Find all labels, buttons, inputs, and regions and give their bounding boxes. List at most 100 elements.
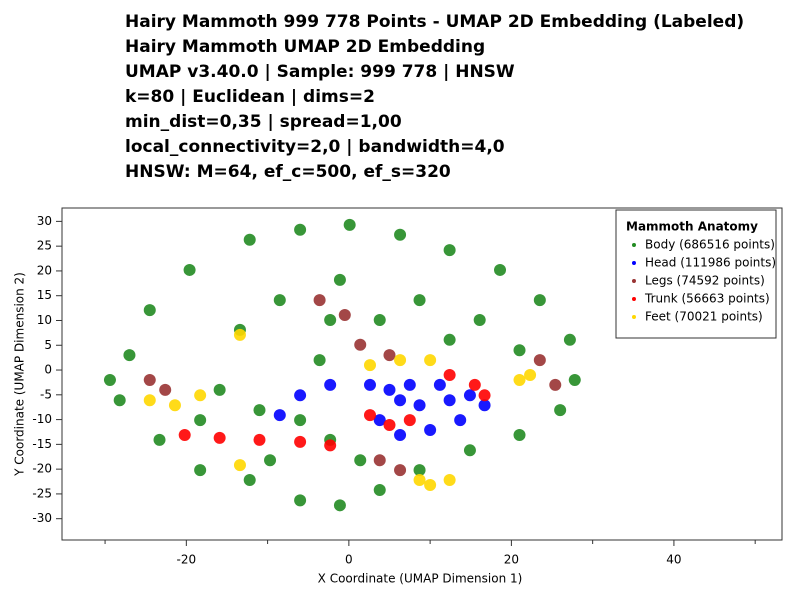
legend-marker [632, 261, 636, 265]
point [403, 414, 416, 427]
point [403, 378, 416, 391]
point [549, 378, 562, 391]
x-axis-label: X Coordinate (UMAP Dimension 1) [318, 572, 523, 586]
point [363, 378, 376, 391]
point [273, 409, 286, 422]
point [159, 383, 172, 396]
point [313, 294, 326, 307]
x-tick-label: 40 [666, 553, 681, 567]
y-tick-label: 15 [37, 288, 52, 302]
point [478, 399, 491, 412]
point [413, 474, 426, 487]
point [178, 428, 191, 441]
legend-label: Trunk (56663 points) [644, 292, 770, 306]
point [433, 378, 446, 391]
legend-label: Feet (70021 points) [645, 310, 763, 324]
point [264, 454, 277, 467]
point [294, 494, 307, 507]
point [113, 394, 126, 407]
y-tick-label: -20 [32, 462, 52, 476]
point [253, 404, 266, 417]
point [363, 409, 376, 422]
chart-subtitle: k=80 | Euclidean | dims=2 [125, 87, 375, 107]
point [383, 383, 396, 396]
point [454, 414, 467, 427]
point [443, 474, 456, 487]
point [413, 294, 426, 307]
point [413, 464, 426, 477]
point [194, 389, 207, 402]
point [413, 399, 426, 412]
y-tick-label: 0 [44, 363, 52, 377]
point [294, 414, 307, 427]
point [233, 328, 246, 341]
point [123, 349, 136, 362]
point [463, 389, 476, 402]
point [294, 389, 307, 402]
legend-marker [632, 315, 636, 319]
point [294, 223, 307, 236]
point [443, 333, 456, 346]
point [554, 404, 567, 417]
point [213, 383, 226, 396]
point [354, 338, 367, 351]
point [324, 439, 337, 452]
point [473, 313, 486, 326]
legend-label: Head (111986 points) [645, 256, 776, 270]
legend-marker [632, 279, 636, 283]
point [324, 378, 337, 391]
point [213, 431, 226, 444]
point [443, 244, 456, 257]
point [324, 313, 337, 326]
point [494, 263, 507, 276]
y-tick-label: -10 [32, 412, 52, 426]
point [394, 394, 407, 407]
point [363, 359, 376, 372]
point [373, 414, 386, 427]
point [183, 263, 196, 276]
point [383, 419, 396, 432]
point [533, 354, 546, 367]
y-tick-label: 5 [44, 338, 52, 352]
point [513, 373, 526, 386]
point [424, 354, 437, 367]
y-tick-label: -5 [40, 387, 52, 401]
point [373, 313, 386, 326]
legend-marker [632, 243, 636, 247]
point [383, 349, 396, 362]
point [243, 474, 256, 487]
x-tick-label: 0 [345, 553, 353, 567]
point [343, 218, 356, 231]
point [143, 304, 156, 317]
point [513, 344, 526, 357]
point [424, 423, 437, 436]
point [194, 464, 207, 477]
point [153, 433, 166, 446]
point [313, 354, 326, 367]
point [143, 394, 156, 407]
point [443, 394, 456, 407]
chart-subtitle: UMAP v3.40.0 | Sample: 999 778 | HNSW [125, 62, 515, 82]
point [194, 414, 207, 427]
y-tick-label: -15 [32, 437, 52, 451]
point [394, 228, 407, 241]
legend-marker [632, 297, 636, 301]
point [253, 433, 266, 446]
x-tick-label: 20 [504, 553, 519, 567]
point [524, 368, 537, 381]
chart-subtitle: HNSW: M=64, ef_c=500, ef_s=320 [125, 162, 451, 182]
y-tick-label: -30 [32, 511, 52, 525]
point [143, 373, 156, 386]
point [354, 454, 367, 467]
y-tick-label: 20 [37, 263, 52, 277]
y-tick-label: 30 [37, 214, 52, 228]
chart-subtitle: Hairy Mammoth UMAP 2D Embedding [125, 37, 485, 57]
point [243, 233, 256, 246]
point [568, 373, 581, 386]
point [338, 309, 351, 322]
point [273, 294, 286, 307]
y-tick-label: -25 [32, 486, 52, 500]
y-tick-label: 25 [37, 239, 52, 253]
point [533, 294, 546, 307]
